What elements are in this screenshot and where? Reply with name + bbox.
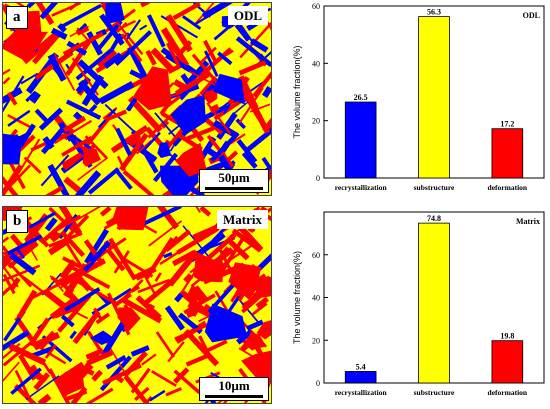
scale-label-b: 10µm	[218, 378, 250, 393]
microstructure-map-a: a ODL 50µm	[2, 2, 272, 196]
panel-b-letter: b	[6, 210, 29, 233]
bar-value-label: 26.5	[354, 93, 368, 102]
y-tick-label: 60	[312, 2, 320, 11]
x-category-label: substructure	[414, 183, 455, 192]
y-axis-title: The volume fraction(%)	[292, 45, 302, 138]
x-category-label: substructure	[414, 388, 455, 397]
panel-a-name: ODL	[227, 6, 268, 25]
scale-box-b: 10µm	[199, 377, 269, 401]
y-tick-label: 20	[312, 117, 320, 126]
bar-value-label: 17.2	[500, 120, 514, 129]
scale-bar-b	[205, 395, 263, 398]
bar-deformation	[491, 340, 524, 384]
bar-recrystallization	[344, 371, 377, 384]
scale-bar-a	[205, 187, 263, 190]
bar-deformation	[491, 128, 524, 179]
x-category-label: recrystallization	[335, 388, 388, 397]
y-tick-label: 20	[312, 336, 320, 345]
map-b-texture	[3, 207, 271, 403]
scale-label-a: 50µm	[218, 170, 250, 185]
chart-title: ODL	[523, 11, 540, 20]
volume-fraction-chart-odl: ODL 0 20 40 60 The volume fraction(%) 26.5 recr…	[292, 2, 545, 192]
bar-value-label: 19.8	[500, 332, 514, 341]
y-tick-label: 60	[312, 251, 320, 260]
bar-value-label: 74.8	[427, 214, 441, 223]
bar-value-label: 5.4	[356, 362, 366, 371]
bar-value-label: 56.3	[427, 8, 441, 17]
y-tick-label: 40	[312, 294, 320, 303]
y-axis-title: The volume fraction(%)	[292, 251, 302, 344]
bar-substructure	[418, 16, 450, 179]
y-tick-label: 0	[316, 379, 320, 388]
bar-substructure	[418, 222, 450, 384]
y-tick-label: 0	[316, 174, 320, 183]
volume-fraction-chart-matrix: Matrix 0 20 40 60 The volume fraction(%) 5.4 re…	[292, 211, 545, 397]
panel-a-letter: a	[6, 6, 28, 29]
bar-recrystallization	[344, 101, 377, 179]
microstructure-map-b: b Matrix 10µm	[2, 206, 272, 404]
x-category-label: recrystallization	[335, 183, 388, 192]
y-tick-label: 40	[312, 59, 320, 68]
map-a-texture	[3, 3, 271, 195]
x-category-label: deformation	[488, 388, 528, 397]
x-category-label: deformation	[488, 183, 528, 192]
chart-title: Matrix	[516, 217, 540, 226]
scale-box-a: 50µm	[199, 169, 269, 193]
panel-b-name: Matrix	[217, 210, 268, 229]
